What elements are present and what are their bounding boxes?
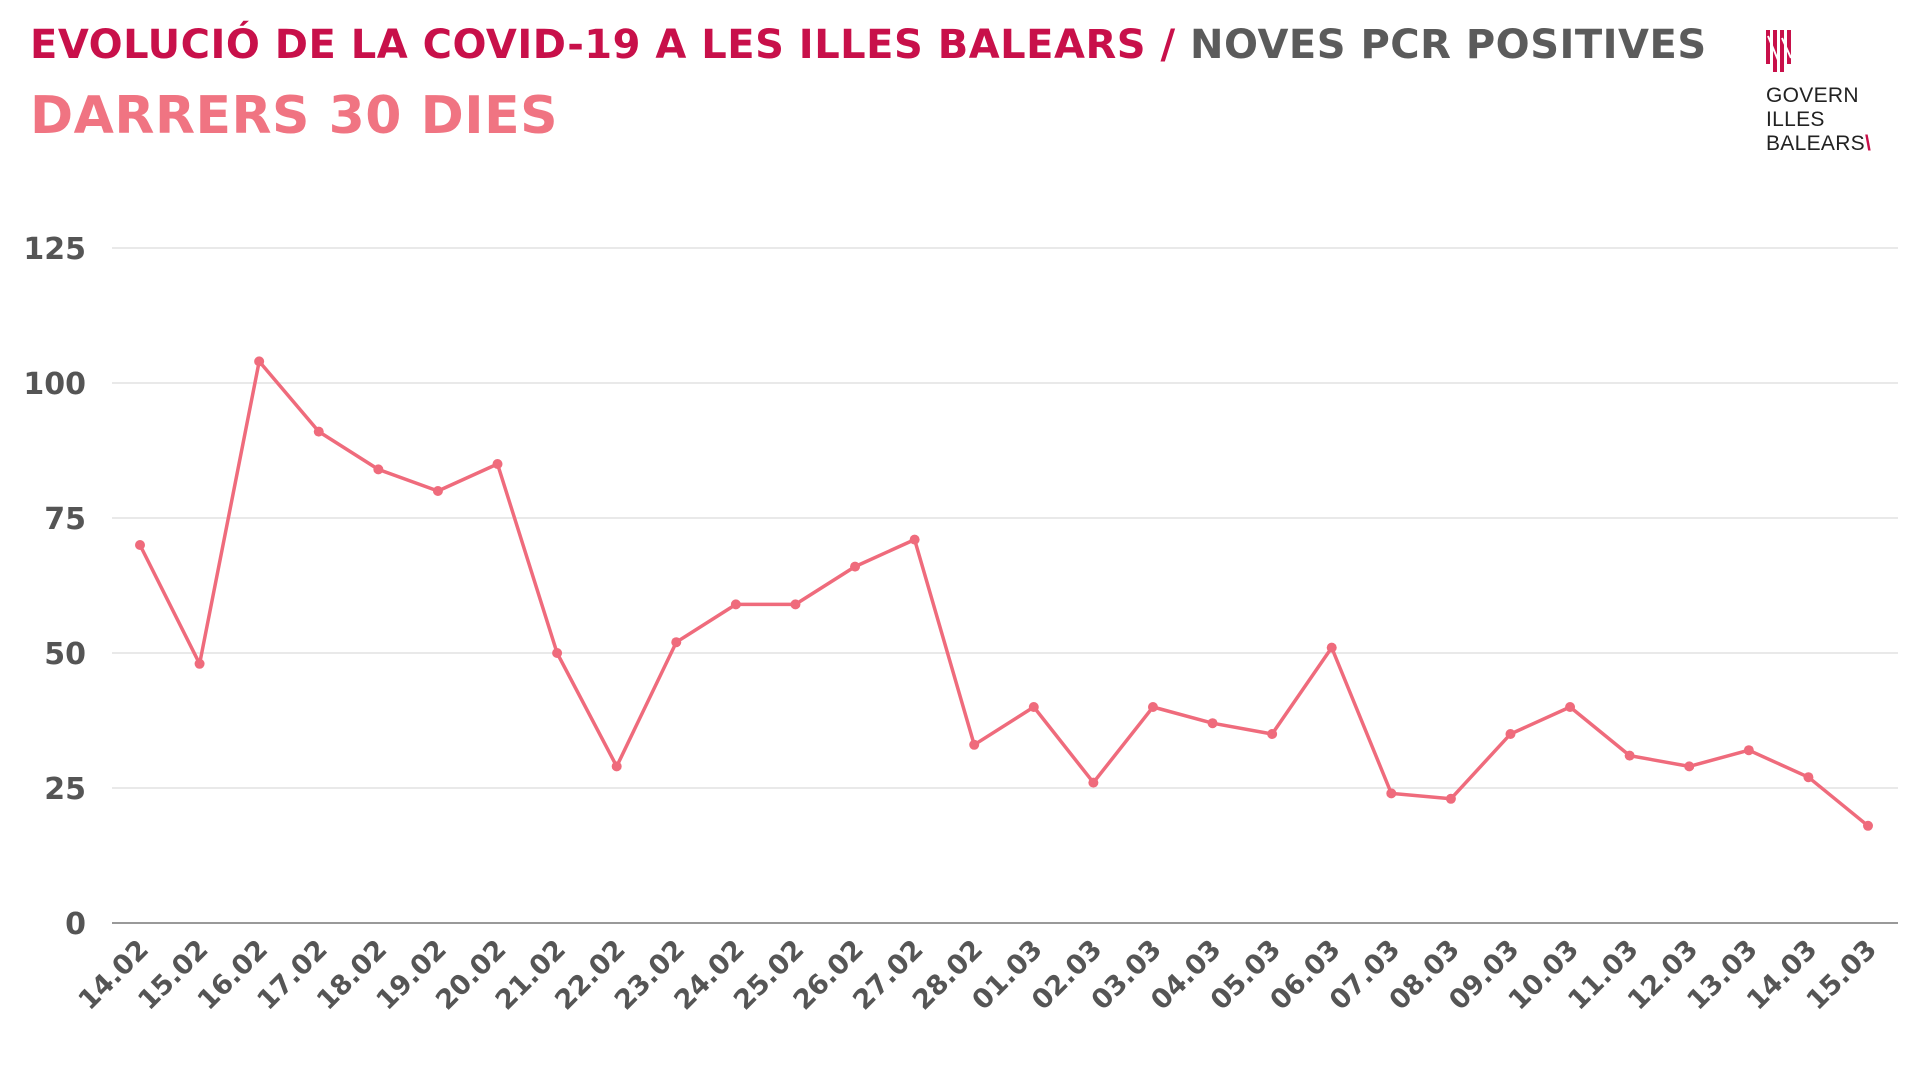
data-point — [1386, 788, 1397, 799]
y-axis-ticks: 0 25 50 75 100 125 — [23, 232, 86, 942]
logo-line-1: GOVERN — [1766, 84, 1859, 107]
y-tick-label: 125 — [23, 232, 86, 267]
grid-layer — [112, 247, 1898, 924]
data-point — [1267, 729, 1278, 739]
data-point — [194, 658, 205, 669]
y-tick-label: 50 — [44, 637, 86, 672]
data-point — [1147, 702, 1158, 712]
data-point — [1684, 761, 1695, 772]
balearic-government-emblem-icon — [1766, 30, 1792, 72]
chart-title: EVOLUCIÓ DE LA COVID-19 A LES ILLES BALE… — [30, 22, 1707, 68]
chart-subtitle: DARRERS 30 DIES — [30, 86, 559, 146]
y-tick-label: 0 — [65, 907, 86, 942]
series-layer — [135, 356, 1873, 831]
title-separator: / — [1160, 22, 1176, 68]
logo-line-2: ILLES — [1766, 108, 1825, 131]
series-line — [138, 359, 1870, 828]
y-tick-label: 100 — [23, 367, 86, 402]
title-main: EVOLUCIÓ DE LA COVID-19 A LES ILLES BALE… — [30, 22, 1147, 68]
x-axis-ticks: 14.0215.0216.0217.0218.0219.0220.0221.02… — [73, 934, 1883, 1016]
y-tick-label: 25 — [44, 772, 86, 807]
data-point — [730, 599, 741, 610]
data-point — [1803, 772, 1814, 783]
title-sub: NOVES PCR POSITIVES — [1190, 22, 1707, 68]
data-point — [1565, 702, 1576, 712]
data-point — [313, 426, 324, 437]
y-tick-label: 75 — [44, 502, 86, 537]
data-point — [1743, 745, 1754, 756]
govern-illes-balears-logo: GOVERN ILLES BALEARS\ — [1766, 30, 1896, 156]
data-point — [1445, 793, 1456, 804]
data-point — [373, 464, 384, 475]
data-point — [1088, 777, 1099, 788]
logo-line-3: BALEARS\ — [1766, 132, 1896, 156]
data-point — [1207, 718, 1218, 729]
logo-slash-mark: \ — [1864, 132, 1872, 155]
data-point — [909, 534, 920, 545]
data-point — [432, 486, 443, 496]
data-point — [1624, 750, 1635, 761]
data-point — [850, 561, 861, 572]
data-point — [552, 648, 563, 658]
data-point — [1505, 729, 1516, 739]
logo-line-3-text: BALEARS — [1766, 132, 1865, 155]
data-point — [1863, 820, 1873, 831]
data-point — [790, 599, 801, 610]
data-point — [254, 356, 265, 367]
data-point — [1028, 702, 1039, 712]
data-point — [492, 459, 503, 469]
data-point — [135, 540, 145, 550]
data-point — [671, 637, 682, 648]
data-point — [611, 761, 622, 772]
data-point — [969, 739, 980, 750]
data-point — [1326, 642, 1337, 653]
